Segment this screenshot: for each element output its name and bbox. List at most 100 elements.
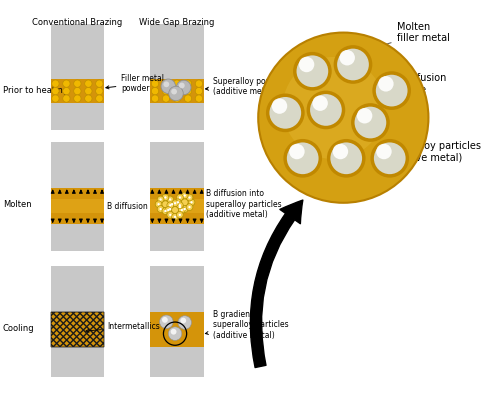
Circle shape [170,329,176,334]
Circle shape [188,199,195,206]
Circle shape [74,87,81,95]
Circle shape [164,210,166,212]
Circle shape [179,196,181,199]
Circle shape [266,94,304,132]
Circle shape [296,55,328,87]
Circle shape [174,87,180,95]
Circle shape [169,86,184,101]
Circle shape [337,49,369,80]
Circle shape [162,80,170,87]
Circle shape [52,95,59,102]
Circle shape [168,327,182,340]
Circle shape [184,95,192,102]
Bar [150,224,204,251]
Circle shape [84,87,92,95]
Circle shape [376,144,392,159]
Circle shape [186,204,193,211]
Circle shape [162,95,170,102]
Circle shape [176,204,184,211]
Bar [51,142,104,188]
Text: B diffusion into
superalloy particles
(additive metal): B diffusion into superalloy particles (a… [206,189,282,219]
Bar [51,79,104,103]
Circle shape [182,199,188,206]
FancyArrowPatch shape [250,200,303,367]
Circle shape [174,199,182,206]
Circle shape [160,315,173,329]
Circle shape [179,83,184,88]
Bar [51,312,104,347]
Text: Molten
filler metal: Molten filler metal [357,22,450,54]
Circle shape [179,206,181,208]
Circle shape [334,45,372,84]
Circle shape [160,198,162,200]
Circle shape [167,196,173,203]
Bar [150,188,204,224]
Bar [150,199,204,213]
Circle shape [172,213,178,220]
Circle shape [196,87,202,95]
Circle shape [176,202,183,209]
Bar [51,312,104,347]
Circle shape [196,80,202,87]
Circle shape [157,196,164,203]
Circle shape [171,203,173,206]
Circle shape [157,206,164,212]
Circle shape [84,80,92,87]
Circle shape [74,80,81,87]
Circle shape [176,194,184,201]
Bar [51,199,104,213]
Circle shape [52,87,59,95]
Circle shape [84,95,92,102]
Circle shape [357,108,372,123]
Circle shape [160,208,162,210]
Circle shape [184,195,186,196]
Circle shape [52,80,59,87]
Circle shape [162,201,169,208]
Circle shape [340,50,355,66]
Bar [51,103,104,130]
Circle shape [74,95,81,102]
Circle shape [310,94,342,126]
Circle shape [178,207,185,213]
Circle shape [167,209,170,211]
Circle shape [299,57,314,72]
Circle shape [167,211,173,218]
Circle shape [330,142,362,174]
Circle shape [169,204,172,206]
Circle shape [190,201,192,204]
Circle shape [62,95,70,102]
Circle shape [162,208,169,215]
Circle shape [167,202,173,209]
Circle shape [182,192,188,199]
Circle shape [354,107,386,138]
Circle shape [186,194,193,201]
Circle shape [152,95,158,102]
Circle shape [169,198,172,200]
Circle shape [272,98,287,114]
Text: Molten: Molten [3,200,32,209]
Circle shape [174,80,180,87]
Circle shape [177,201,179,204]
Circle shape [184,208,186,210]
Text: Superalloy powder
(additive metal): Superalloy powder (additive metal) [206,77,285,96]
Circle shape [162,317,168,323]
Bar [150,24,204,79]
Circle shape [162,87,170,95]
Text: Prior to heating: Prior to heating [3,86,68,95]
Circle shape [351,103,390,142]
Bar [150,142,204,188]
Circle shape [374,142,406,174]
Text: Diffusion
zone: Diffusion zone [386,73,446,104]
Circle shape [180,318,186,323]
Circle shape [378,76,394,92]
Bar [150,266,204,312]
Circle shape [376,75,408,107]
Text: Filler metal
powder: Filler metal powder [106,73,164,93]
Circle shape [270,97,301,129]
Bar [150,103,204,130]
Bar [51,347,104,377]
Circle shape [370,139,409,178]
Circle shape [372,71,411,110]
Circle shape [96,87,103,95]
Circle shape [287,142,318,174]
